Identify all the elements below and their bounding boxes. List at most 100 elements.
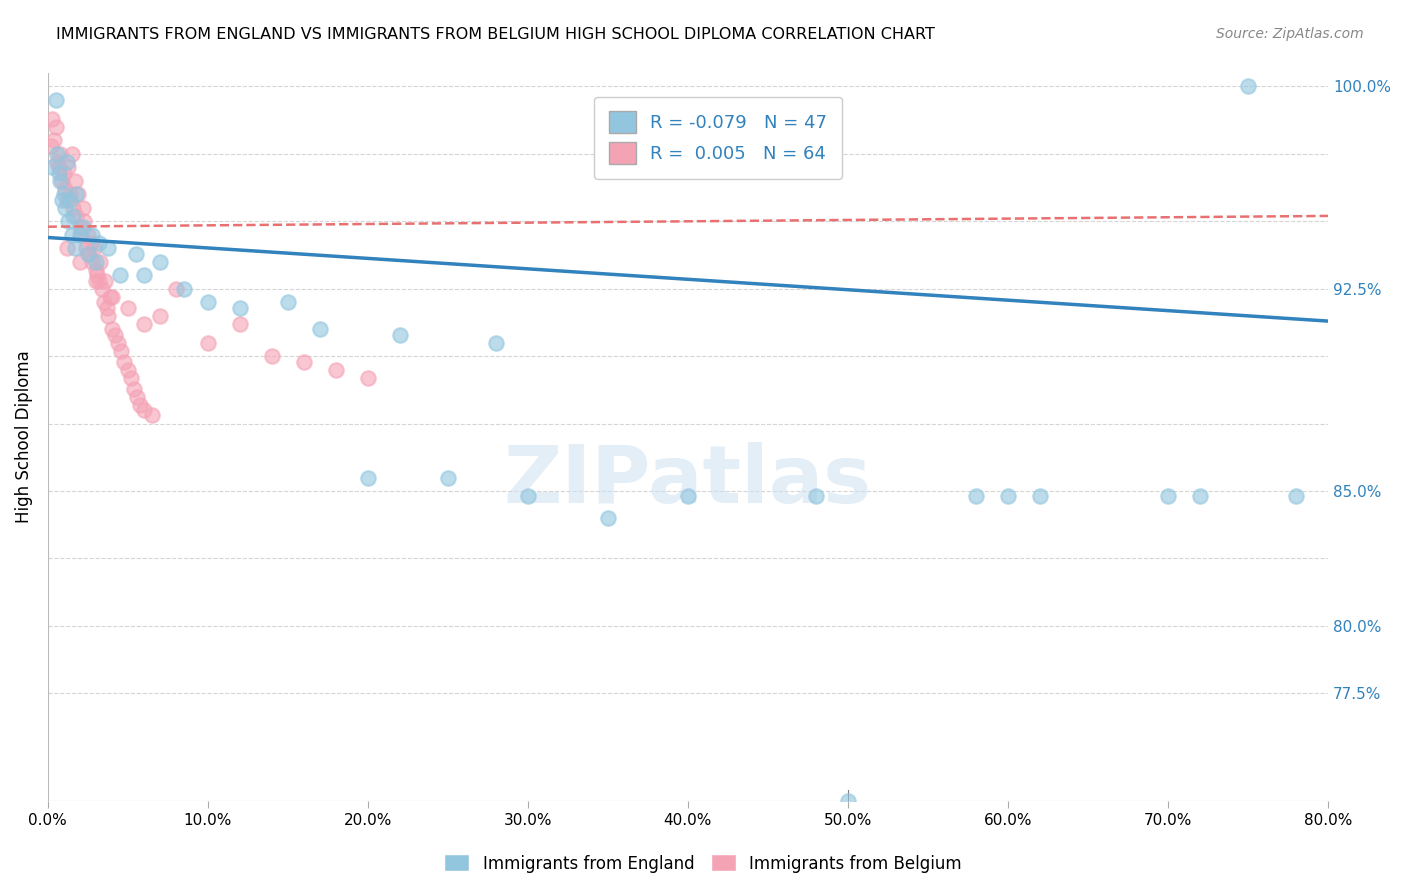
Point (388, 327, 411, 342)
Point (56, 241, 79, 255)
Point (837, 794, 859, 808)
Point (70, 227, 93, 242)
Point (46, 155, 69, 169)
Point (96, 301, 118, 315)
Point (83, 241, 105, 255)
Point (110, 343, 132, 358)
Point (100, 290, 122, 304)
Point (117, 301, 139, 315)
Text: Source: ZipAtlas.com: Source: ZipAtlas.com (1216, 27, 1364, 41)
Point (173, 282, 195, 296)
Point (149, 309, 172, 323)
Point (87, 235, 110, 250)
Point (165, 282, 187, 296)
Point (357, 470, 380, 484)
Point (132, 268, 155, 283)
Point (60, 227, 83, 242)
Point (120, 370, 142, 384)
Point (72, 201, 94, 215)
Point (197, 295, 219, 310)
Point (49, 147, 72, 161)
Point (65, 187, 87, 202)
Point (997, 489, 1019, 503)
Point (48, 166, 70, 180)
Point (1157, 489, 1180, 503)
Point (104, 327, 127, 342)
Point (76, 227, 98, 242)
Point (45, 120, 67, 134)
Point (56, 155, 79, 169)
Point (228, 317, 250, 331)
Point (1285, 489, 1308, 503)
Point (62, 201, 84, 215)
Point (60, 147, 83, 161)
Point (51, 193, 73, 207)
Point (86, 268, 108, 283)
Point (84, 274, 107, 288)
Point (89, 254, 111, 268)
Legend: Immigrants from England, Immigrants from Belgium: Immigrants from England, Immigrants from… (437, 847, 969, 880)
Point (82, 227, 104, 242)
Point (127, 390, 149, 404)
Point (1189, 489, 1212, 503)
Point (94, 274, 117, 288)
Point (122, 382, 145, 396)
Point (51, 174, 73, 188)
Point (65, 209, 87, 223)
Point (56, 193, 79, 207)
Point (76, 246, 98, 260)
Point (97, 241, 120, 255)
Point (485, 335, 508, 350)
Point (69, 254, 91, 268)
Point (39, 138, 62, 153)
Point (69, 219, 91, 234)
Point (596, 511, 619, 525)
Point (66, 187, 89, 202)
Point (149, 254, 172, 268)
Point (53, 182, 76, 196)
Point (52, 166, 75, 180)
Point (516, 489, 538, 503)
Point (63, 241, 86, 255)
Point (357, 370, 380, 384)
Point (82, 254, 104, 268)
Point (84, 254, 107, 268)
Point (1029, 489, 1052, 503)
Point (84, 263, 107, 277)
Point (260, 349, 283, 363)
Point (72, 219, 94, 234)
Point (124, 246, 146, 260)
Point (87, 274, 110, 288)
Point (100, 322, 122, 336)
Point (48, 161, 70, 175)
Point (141, 409, 163, 423)
Point (93, 295, 115, 310)
Point (46, 147, 69, 161)
Point (804, 489, 827, 503)
Point (62, 209, 84, 223)
Text: ZIPatlas: ZIPatlas (503, 442, 872, 520)
Point (41, 112, 63, 126)
Point (277, 295, 299, 310)
Point (197, 335, 219, 350)
Point (58, 161, 80, 175)
Point (63, 174, 86, 188)
Point (129, 398, 152, 412)
Point (73, 214, 96, 228)
Point (59, 193, 82, 207)
Point (97, 309, 120, 323)
Point (42, 133, 65, 147)
Point (91, 282, 114, 296)
Point (52, 187, 75, 202)
Point (436, 470, 458, 484)
Point (80, 235, 103, 250)
Point (965, 489, 987, 503)
Point (75, 241, 97, 255)
Point (132, 403, 155, 417)
Point (108, 268, 131, 283)
Text: IMMIGRANTS FROM ENGLAND VS IMMIGRANTS FROM BELGIUM HIGH SCHOOL DIPLOMA CORRELATI: IMMIGRANTS FROM ENGLAND VS IMMIGRANTS FR… (56, 27, 935, 42)
Point (117, 362, 139, 376)
Point (132, 317, 155, 331)
Point (77, 246, 100, 260)
Point (1237, 79, 1260, 94)
